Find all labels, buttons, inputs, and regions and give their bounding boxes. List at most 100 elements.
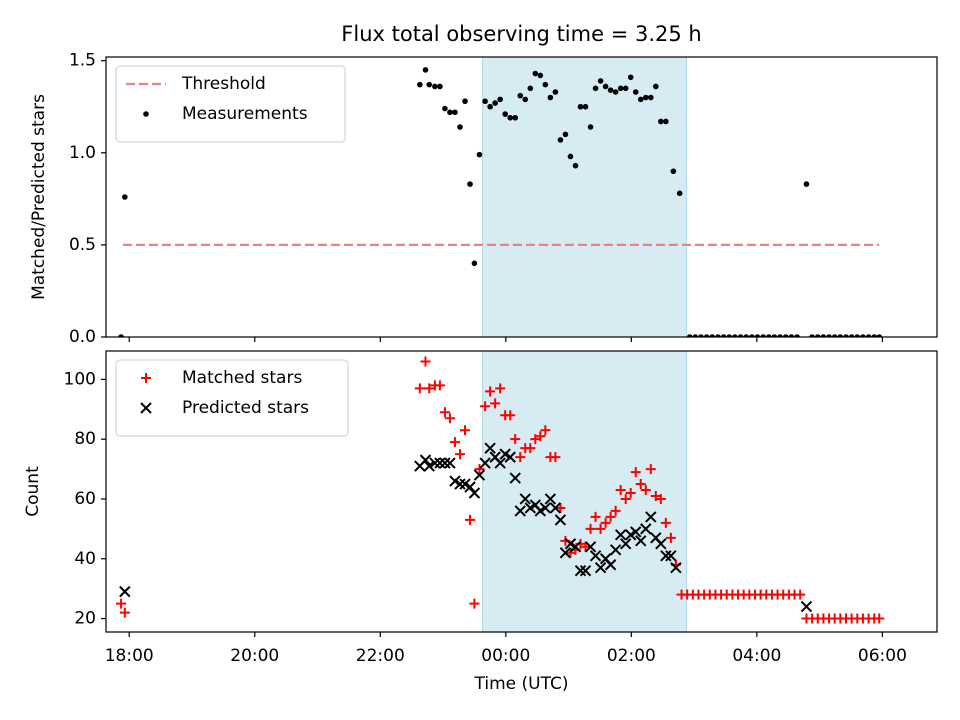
predicted-stars-marker [549,502,562,514]
axes-frame [105,56,938,338]
measurements-point [698,334,704,337]
predicted-stars-marker [539,502,552,514]
measurements-point [432,83,438,90]
predicted-stars-marker [494,457,506,469]
matched-stars-marker [414,383,425,394]
predicted-stars-marker [604,559,617,571]
predicted-stars-marker [589,550,602,562]
measurements-point [709,334,716,337]
matched-stars-marker [495,383,506,394]
measurements-legend-swatch [143,111,149,117]
measurements-point [788,334,795,337]
measurements-point [676,190,683,197]
measurements-point [692,334,699,337]
predicted-stars-marker [574,565,587,577]
matched-stars-marker [119,607,130,618]
measurements-point [794,334,800,337]
matched-stars-marker [630,467,641,478]
measurements-point [462,98,468,105]
measurements-point [602,83,609,90]
measurements-point [814,334,821,337]
measurements-point [653,83,659,90]
matched-stars-marker [460,425,471,436]
predicted-stars-marker [473,469,486,481]
predicted-stars-marker [454,478,466,490]
plot-area [118,67,883,337]
predicted-stars-legend-label: Predicted stars [182,398,309,418]
measurements-point [118,334,124,337]
y-tick-label: 80 [74,429,96,449]
predicted-stars-marker [635,535,647,547]
matched-stars-marker [550,452,561,463]
matched-stars-marker [580,541,591,552]
x-tick-label: 00:00 [481,646,530,666]
predicted-stars-marker [660,550,672,562]
measurements-point [820,334,827,337]
matched-stars-marker [424,383,435,394]
measurements-point [720,334,727,337]
measurements-point [417,81,423,88]
measurements-point [467,181,473,187]
matched-stars-marker [605,511,616,522]
measurements-point [871,334,878,337]
measurements-point [492,100,498,106]
matched-stars-marker [454,449,465,460]
measurements-point [442,105,448,112]
legend: Matched stars Predicted stars [115,359,349,437]
matched-stars-marker [665,532,676,543]
matched-stars-marker [535,431,546,442]
x-tick-label: 06:00 [858,646,907,666]
predicted-stars-marker [423,460,435,472]
measurements-point [876,334,883,337]
predicted-stars-marker [609,544,622,556]
measurements-point [426,81,433,88]
y-tick-label: 40 [74,549,96,569]
matched-stars-legend-label: Matched stars [182,368,302,388]
matched-stars-marker [515,452,526,463]
y-tick-label: 20 [74,609,96,629]
measurements-legend-label: Measurements [182,104,308,124]
predicted-stars-marker [569,541,582,553]
predicted-stars-marker [468,487,481,499]
measurements-point [803,181,810,187]
observing-window-shade [482,350,688,633]
matched-stars-marker [465,514,476,525]
measurements-point [622,85,629,92]
measurements-point [532,70,539,77]
measurements-point [732,334,738,337]
threshold-legend-label: Threshold [181,74,266,94]
measurements-point [582,103,589,110]
y-tick-label: 0.5 [69,235,96,255]
x-tick-label: 22:00 [356,646,405,666]
matched-stars-marker [565,547,576,558]
x-tick-label: 18:00 [105,646,154,666]
matched-stars-legend-swatch [141,373,151,383]
measurements-point [537,72,544,79]
matched-stars-marker [635,479,646,490]
measurements-point [837,334,844,337]
predicted-stars-marker [614,529,627,541]
y-axis-label: Count [23,466,43,517]
measurements-point [557,137,564,143]
matched-stars-marker [474,464,485,475]
measurements-point [512,114,519,121]
measurements-point [754,334,761,337]
predicted-stars-marker [519,493,531,505]
matched-stars-marker [444,413,455,424]
measurements-point [782,334,789,337]
measurements-point [522,96,529,103]
matched-stars-marker [655,493,666,504]
predicted-stars-marker [419,454,432,466]
predicted-stars-marker [484,442,496,454]
matched-stars-marker [525,443,536,454]
measurements-point [647,94,654,101]
y-tick-label: 0.0 [69,327,96,347]
x-tick-label: 04:00 [732,646,781,666]
predicted-stars-marker [119,585,131,598]
x-tick-label: 02:00 [607,646,656,666]
chart-title: Flux total observing time = 3.25 h [341,22,701,46]
predicted-stars-marker [665,550,677,562]
matched-stars-marker [585,523,596,534]
measurements-point [637,96,644,103]
measurements-point [848,334,855,337]
